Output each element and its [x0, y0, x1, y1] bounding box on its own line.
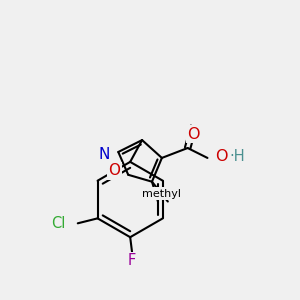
- Text: O: O: [215, 149, 228, 164]
- Text: ·H: ·H: [229, 149, 245, 164]
- Text: O: O: [187, 127, 200, 142]
- Text: Cl: Cl: [52, 216, 66, 231]
- Text: F: F: [128, 254, 136, 268]
- Text: methyl: methyl: [142, 189, 182, 199]
- Text: N: N: [99, 148, 110, 163]
- Text: O: O: [108, 163, 120, 178]
